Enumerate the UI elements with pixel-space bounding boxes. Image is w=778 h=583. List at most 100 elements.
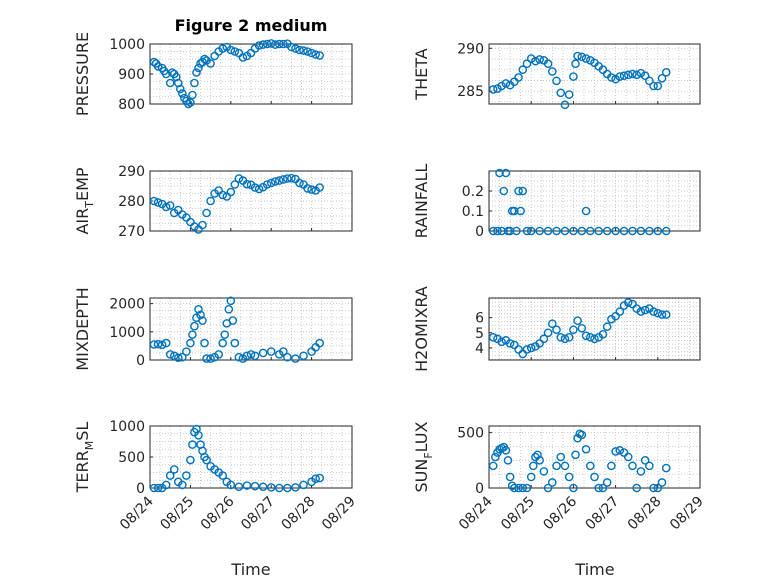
- data-point: [501, 446, 511, 455]
- data-point: [307, 185, 316, 194]
- data-point: [266, 39, 276, 48]
- y-tick-label: 280: [118, 194, 145, 210]
- data-point: [615, 307, 625, 316]
- subplot-air_temp: 270 280 290 AIRTEMP: [73, 164, 353, 240]
- data-point: [254, 184, 264, 194]
- data-point: [230, 180, 240, 189]
- data-point: [202, 354, 211, 363]
- data-point: [543, 483, 553, 493]
- data-point: [274, 176, 284, 185]
- data-point: [198, 316, 207, 325]
- data-point: [287, 173, 296, 183]
- data-point: [628, 299, 637, 309]
- data-point: [194, 430, 203, 440]
- data-point: [585, 333, 595, 342]
- data-point: [279, 39, 288, 49]
- data-point: [283, 174, 292, 183]
- data-point: [226, 480, 236, 490]
- y-tick-label: 270: [118, 224, 145, 240]
- data-point: [224, 304, 234, 314]
- y-tick-label: 285: [457, 84, 484, 100]
- data-point: [516, 206, 525, 216]
- y-axis-label: RAINFALL: [412, 164, 431, 239]
- data-point: [186, 98, 195, 107]
- y-tick-label: 0: [136, 353, 145, 369]
- data-point: [657, 73, 667, 83]
- y-axis-label: PRESSURE: [73, 32, 92, 116]
- data-point: [295, 178, 304, 188]
- data-point: [495, 168, 504, 178]
- data-point: [178, 480, 187, 490]
- data-point: [153, 62, 163, 71]
- data-point: [539, 467, 549, 476]
- axes-border: [149, 297, 353, 361]
- subplot-sun_flux: 0 500 SUNFLUX 08/24 08/25 08/26 08/27 08/28 08/2…: [412, 421, 707, 533]
- data-point: [165, 78, 175, 88]
- data-point: [552, 76, 561, 86]
- data-point: [661, 67, 671, 77]
- subplot-h2omixra: 456 H2OMIXRA: [412, 286, 701, 372]
- data-point: [266, 178, 276, 188]
- y-axis-label: TERRMSL: [73, 422, 96, 494]
- x-tick-label: 08/29: [319, 494, 359, 534]
- data-point: [299, 351, 308, 361]
- data-point: [505, 339, 515, 348]
- data-point: [188, 90, 197, 100]
- data-point: [153, 339, 163, 349]
- data-point: [258, 482, 268, 492]
- data-point: [295, 45, 304, 55]
- data-point: [571, 450, 580, 460]
- data-point: [165, 201, 175, 210]
- data-point: [640, 305, 650, 315]
- data-point: [623, 70, 633, 80]
- data-point: [560, 100, 570, 110]
- data-point: [505, 472, 515, 482]
- data-point: [228, 316, 238, 325]
- y-tick-label: 0.1: [462, 204, 484, 220]
- x-tick-label: 08/29: [667, 494, 707, 534]
- data-point: [493, 226, 502, 236]
- data-point: [611, 447, 620, 456]
- data-point: [645, 76, 654, 86]
- y-tick-label: 0: [475, 481, 484, 497]
- subplot-grid: 800 900 1000 PRESSURE 285 290 THETA 270 280 290 AI…: [73, 32, 707, 533]
- data-point: [526, 54, 536, 63]
- axes-border: [488, 297, 701, 361]
- data-point: [194, 63, 203, 73]
- data-point: [535, 339, 544, 348]
- data-point: [169, 465, 179, 474]
- data-point: [548, 319, 557, 329]
- data-point: [581, 331, 591, 341]
- data-point: [661, 310, 671, 319]
- data-point: [611, 226, 620, 236]
- data-point: [161, 69, 171, 79]
- data-point: [653, 81, 663, 91]
- data-point: [238, 53, 248, 62]
- data-point: [266, 347, 276, 356]
- data-point: [628, 461, 637, 471]
- x-tick-label: 08/27: [583, 494, 623, 534]
- data-point: [636, 68, 646, 78]
- data-point: [299, 480, 308, 490]
- data-point: [531, 56, 540, 66]
- data-point: [283, 352, 292, 362]
- data-point: [315, 183, 324, 192]
- data-point: [602, 322, 612, 332]
- data-point: [569, 483, 578, 493]
- data-point: [499, 186, 509, 196]
- data-point: [178, 352, 187, 362]
- data-point: [529, 461, 538, 471]
- data-point: [315, 338, 324, 348]
- data-point: [645, 461, 654, 471]
- y-tick-label: 290: [118, 164, 145, 180]
- data-point: [270, 40, 280, 49]
- data-point: [526, 472, 536, 482]
- data-point: [192, 68, 201, 77]
- data-point: [250, 481, 260, 491]
- subplot-mixdepth: 0 1000 2000 MIXDEPTH: [73, 287, 353, 371]
- data-point: [501, 79, 511, 88]
- data-point: [262, 180, 272, 189]
- data-point: [190, 321, 199, 331]
- data-point: [590, 334, 599, 344]
- data-point: [149, 483, 159, 493]
